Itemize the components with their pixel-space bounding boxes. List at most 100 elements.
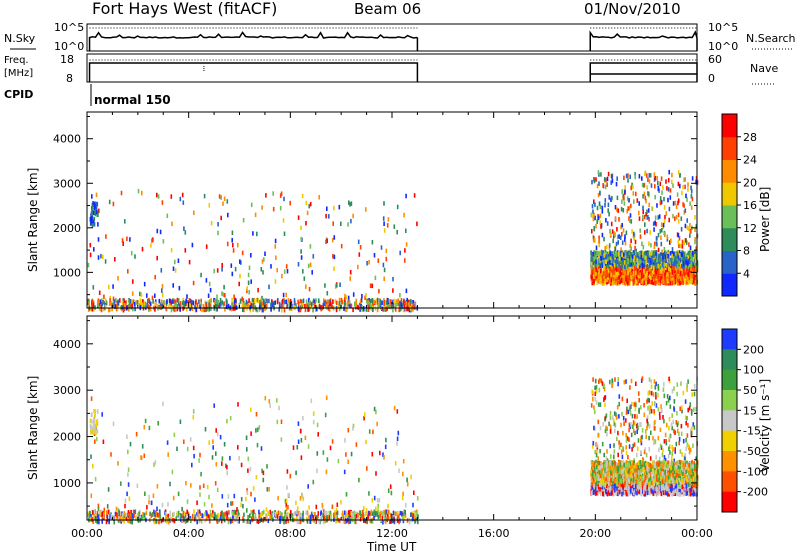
data-point xyxy=(148,425,151,431)
data-point xyxy=(654,273,656,279)
data-point xyxy=(399,518,401,523)
data-point xyxy=(237,515,240,520)
data-point xyxy=(680,227,683,232)
data-point xyxy=(104,298,107,303)
data-point xyxy=(200,298,202,304)
data-point xyxy=(606,270,608,275)
data-point xyxy=(355,442,358,447)
data-point xyxy=(189,516,191,521)
data-point xyxy=(325,239,327,245)
data-point xyxy=(604,279,606,284)
data-point xyxy=(368,491,370,496)
data-point xyxy=(658,456,661,462)
data-point xyxy=(205,244,208,249)
data-point xyxy=(314,307,317,312)
data-point xyxy=(316,515,318,520)
data-point xyxy=(385,307,387,312)
data-point xyxy=(280,437,283,442)
data-point xyxy=(655,236,658,241)
data-point xyxy=(359,305,361,310)
data-point xyxy=(209,303,212,308)
data-point xyxy=(94,209,96,215)
data-point xyxy=(685,193,687,199)
data-point xyxy=(663,268,665,273)
data-point xyxy=(638,210,640,216)
data-point xyxy=(622,268,625,274)
data-point xyxy=(274,279,277,284)
data-point xyxy=(650,405,652,411)
data-point xyxy=(136,299,139,305)
data-point xyxy=(640,250,643,255)
data-point xyxy=(595,389,598,394)
data-point xyxy=(687,278,690,284)
data-point xyxy=(299,307,302,313)
data-point xyxy=(630,269,632,274)
data-point xyxy=(139,303,142,308)
data-point xyxy=(346,513,349,518)
data-point xyxy=(272,517,274,522)
data-point xyxy=(148,299,151,305)
data-point xyxy=(231,271,234,277)
data-point xyxy=(250,302,253,308)
data-point xyxy=(203,502,206,507)
data-point xyxy=(99,299,102,304)
data-point xyxy=(163,300,165,305)
data-point xyxy=(628,205,631,211)
data-point xyxy=(668,262,671,268)
data-point xyxy=(336,283,338,288)
data-point xyxy=(598,181,600,186)
data-point xyxy=(598,201,601,206)
data-point xyxy=(609,228,611,234)
data-point xyxy=(402,459,405,464)
data-point xyxy=(404,258,406,263)
data-point xyxy=(248,265,251,270)
data-point xyxy=(363,514,366,519)
data-point xyxy=(295,303,297,308)
data-point xyxy=(641,376,644,381)
data-point xyxy=(385,256,388,262)
data-point xyxy=(627,267,630,272)
data-point xyxy=(93,207,96,212)
data-point xyxy=(373,253,376,258)
data-point xyxy=(405,288,408,294)
data-point xyxy=(636,198,639,203)
data-point xyxy=(139,291,141,297)
data-point xyxy=(401,515,404,521)
data-point xyxy=(384,511,387,517)
data-point xyxy=(615,281,617,286)
data-point xyxy=(657,215,660,220)
data-point xyxy=(144,491,146,496)
data-point xyxy=(126,305,129,310)
data-point xyxy=(142,514,144,520)
data-point xyxy=(620,272,623,277)
data-point xyxy=(686,272,688,277)
data-point xyxy=(314,512,316,517)
data-point xyxy=(625,280,628,286)
data-point xyxy=(630,257,632,263)
data-point xyxy=(416,513,418,519)
data-point xyxy=(399,510,402,516)
data-point xyxy=(646,255,649,260)
data-point xyxy=(170,300,172,305)
data-point xyxy=(283,307,286,313)
data-point xyxy=(232,306,235,311)
data-point xyxy=(607,263,610,269)
data-point xyxy=(692,273,695,278)
data-point xyxy=(348,519,350,525)
data-point xyxy=(239,298,242,303)
data-point xyxy=(222,292,225,297)
data-point xyxy=(250,431,252,436)
data-point xyxy=(298,511,301,517)
data-point xyxy=(208,519,211,524)
data-point xyxy=(386,516,389,522)
data-point xyxy=(638,216,641,221)
data-point xyxy=(355,511,357,516)
data-point xyxy=(221,456,224,461)
data-point xyxy=(237,242,239,248)
data-point xyxy=(657,386,660,391)
data-point xyxy=(625,268,628,274)
data-point xyxy=(154,293,156,298)
data-point xyxy=(226,515,228,520)
data-point xyxy=(123,510,126,516)
